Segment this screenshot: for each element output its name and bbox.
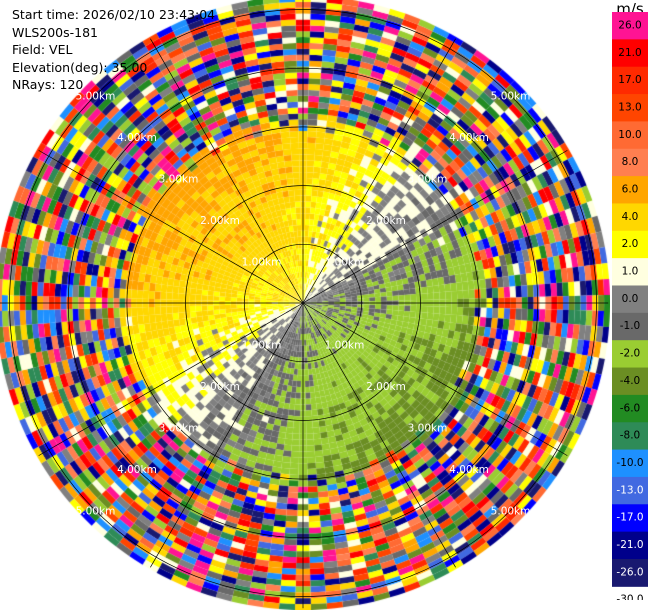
azimuth-spoke <box>150 38 304 304</box>
azimuth-spoke <box>302 302 568 456</box>
colorbar-tick-label: -30.0 <box>616 594 643 600</box>
range-ring-label: 3.00km <box>408 173 448 185</box>
colorbar-band <box>612 558 648 587</box>
range-ring-label: 4.00km <box>117 132 157 144</box>
colorbar-band <box>612 176 648 204</box>
colorbar-band <box>612 203 648 232</box>
colorbar-band <box>612 340 648 369</box>
colorbar-tick-label: 13.0 <box>618 101 641 113</box>
colorbar-band <box>612 367 648 396</box>
azimuth-spoke <box>302 302 456 568</box>
range-ring-label: 2.00km <box>200 381 240 393</box>
colorbar-tick-label: 21.0 <box>618 47 641 59</box>
range-ring-label: 1.00km <box>242 256 282 268</box>
range-ring-label: 5.00km <box>491 506 531 518</box>
range-ring <box>185 185 421 421</box>
colorbar-tick-label: -1.0 <box>620 320 641 332</box>
colorbar-band <box>612 66 648 95</box>
colorbar-tick-label: -26.0 <box>616 566 643 578</box>
colorbar-tick-label: -10.0 <box>616 457 643 469</box>
instrument-name-text: WLS200s-181 <box>12 24 98 40</box>
range-rings <box>9 9 597 597</box>
range-ring <box>9 9 597 597</box>
colorbar-tick-label: 6.0 <box>622 184 639 196</box>
colorbar-tick-label: 8.0 <box>622 156 639 168</box>
range-ring-label: 3.00km <box>159 423 199 435</box>
colorbar-band <box>612 312 648 341</box>
colorbar-band <box>612 394 648 423</box>
range-ring <box>126 126 480 480</box>
range-ring <box>67 67 539 539</box>
colorbar-band <box>612 258 648 286</box>
colorbar-tick-label: 10.0 <box>618 129 641 141</box>
range-ring-label: 3.00km <box>408 423 448 435</box>
azimuth-spoke <box>38 302 304 456</box>
range-ring-labels: 1.00km 1.00km 1.00km 1.00km 2.00km 2.00km 2.00… <box>76 90 531 517</box>
range-ring-label: 1.00km <box>325 256 365 268</box>
colorbar-band <box>612 39 648 68</box>
range-ring-label: 3.00km <box>159 173 199 185</box>
ppi-velocity-plot <box>0 0 610 610</box>
colorbar-band <box>612 476 648 505</box>
colorbar-band <box>612 230 648 259</box>
colorbar-tick-label: -13.0 <box>616 484 643 496</box>
colorbar-band <box>612 148 648 177</box>
colorbar-tick-label: 17.0 <box>618 74 641 86</box>
range-ring-label: 2.00km <box>366 215 406 227</box>
colorbar-band <box>612 12 648 40</box>
colorbar-tick-label: -6.0 <box>620 402 641 414</box>
azimuth-spoke <box>150 302 304 568</box>
colorbar-tick-label: -8.0 <box>620 430 641 442</box>
range-ring-label: 4.00km <box>117 464 157 476</box>
range-ring-label: 2.00km <box>366 381 406 393</box>
azimuth-spoke <box>38 150 304 304</box>
scan-metadata: Start time: 2026/02/10 23:43:04 WLS200s-… <box>12 6 215 94</box>
range-ring-label: 5.00km <box>76 90 116 102</box>
colorbar-tick-label: -4.0 <box>620 375 641 387</box>
field-text: Field: VEL <box>12 42 73 57</box>
range-ring-label: 4.00km <box>449 132 489 144</box>
ppi-grid-overlay: 1.00km 1.00km 1.00km 1.00km 2.00km 2.00km 2.00… <box>0 0 609 609</box>
azimuth-spoke <box>302 150 568 304</box>
colorbar-tick-label: 0.0 <box>622 293 639 305</box>
elevation-text: Elevation(deg): 35.00 <box>12 59 148 75</box>
colorbar-tick-label: 1.0 <box>622 266 639 278</box>
range-ring-label: 2.00km <box>200 215 240 227</box>
range-ring-label: 1.00km <box>325 340 365 352</box>
colorbar-band <box>612 121 648 150</box>
colorbar-band <box>612 449 648 478</box>
colorbar-band <box>612 531 648 560</box>
colorbar-band <box>612 504 648 533</box>
range-ring <box>243 243 363 363</box>
range-ring-label: 4.00km <box>449 464 489 476</box>
colorbar-tick-label: -17.0 <box>616 512 643 524</box>
range-ring-label: 5.00km <box>76 506 116 518</box>
colorbar-tick-label: 4.0 <box>622 211 639 223</box>
colorbar-band <box>612 94 648 122</box>
azimuth-spoke <box>302 38 456 304</box>
nrays-text: NRays: 120 <box>12 77 84 92</box>
start-time-text: Start time: 2026/02/10 23:43:04 <box>12 7 216 22</box>
colorbar-tick-label: 2.0 <box>622 238 639 250</box>
colorbar-band <box>612 422 648 451</box>
colorbar-tick-label: -21.0 <box>616 539 643 551</box>
velocity-colorbar: 26.0 21.0 17.0 13.0 10.0 8.0 6.0 4.0 2.0 1.0 0.0 -1… <box>612 12 648 600</box>
azimuth-spokes <box>0 0 609 609</box>
range-ring-label: 1.00km <box>242 340 282 352</box>
colorbar-band <box>612 285 648 314</box>
colorbar-tick-label: 26.0 <box>618 19 641 31</box>
range-ring-label: 5.00km <box>491 90 531 102</box>
colorbar-tick-label: -2.0 <box>620 348 641 360</box>
